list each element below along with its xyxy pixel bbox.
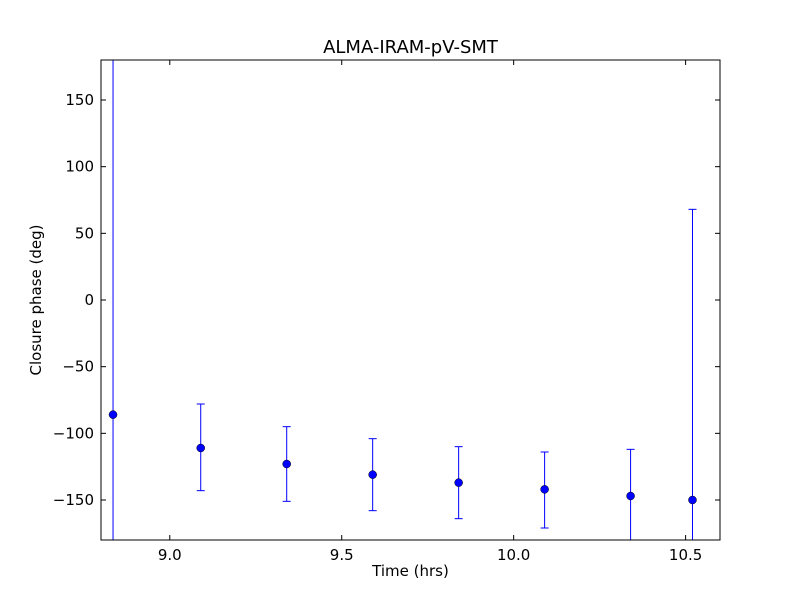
plot-content [108, 60, 697, 540]
y-tick-label: −100 [53, 424, 94, 442]
axes: 9.0 9.5 10.0 10.5 150 100 50 0 −50 −100 −150 [53, 60, 720, 564]
data-point [454, 478, 463, 487]
x-axis-label: Time (hrs) [371, 562, 449, 580]
y-tick-label: −150 [53, 491, 94, 509]
y-tick-label: −50 [62, 358, 94, 376]
data-point [368, 470, 377, 479]
y-tick-label: 150 [65, 91, 94, 109]
x-tick-label: 9.5 [330, 546, 354, 564]
chart-title: ALMA-IRAM-pV-SMT [323, 37, 499, 58]
data-point [108, 410, 118, 419]
data-point [540, 485, 549, 494]
data-point [688, 495, 697, 505]
y-tick-label: 0 [84, 291, 94, 309]
y-tick-label: 50 [75, 224, 94, 242]
x-tick-label: 10.5 [669, 546, 702, 564]
x-tick-label: 10.0 [497, 546, 530, 564]
data-point [196, 443, 205, 453]
x-tick-label: 9.0 [158, 546, 182, 564]
y-tick-label: 100 [65, 158, 94, 176]
data-point [282, 459, 291, 469]
y-axis-label: Closure phase (deg) [27, 225, 45, 376]
data-point [626, 491, 635, 501]
